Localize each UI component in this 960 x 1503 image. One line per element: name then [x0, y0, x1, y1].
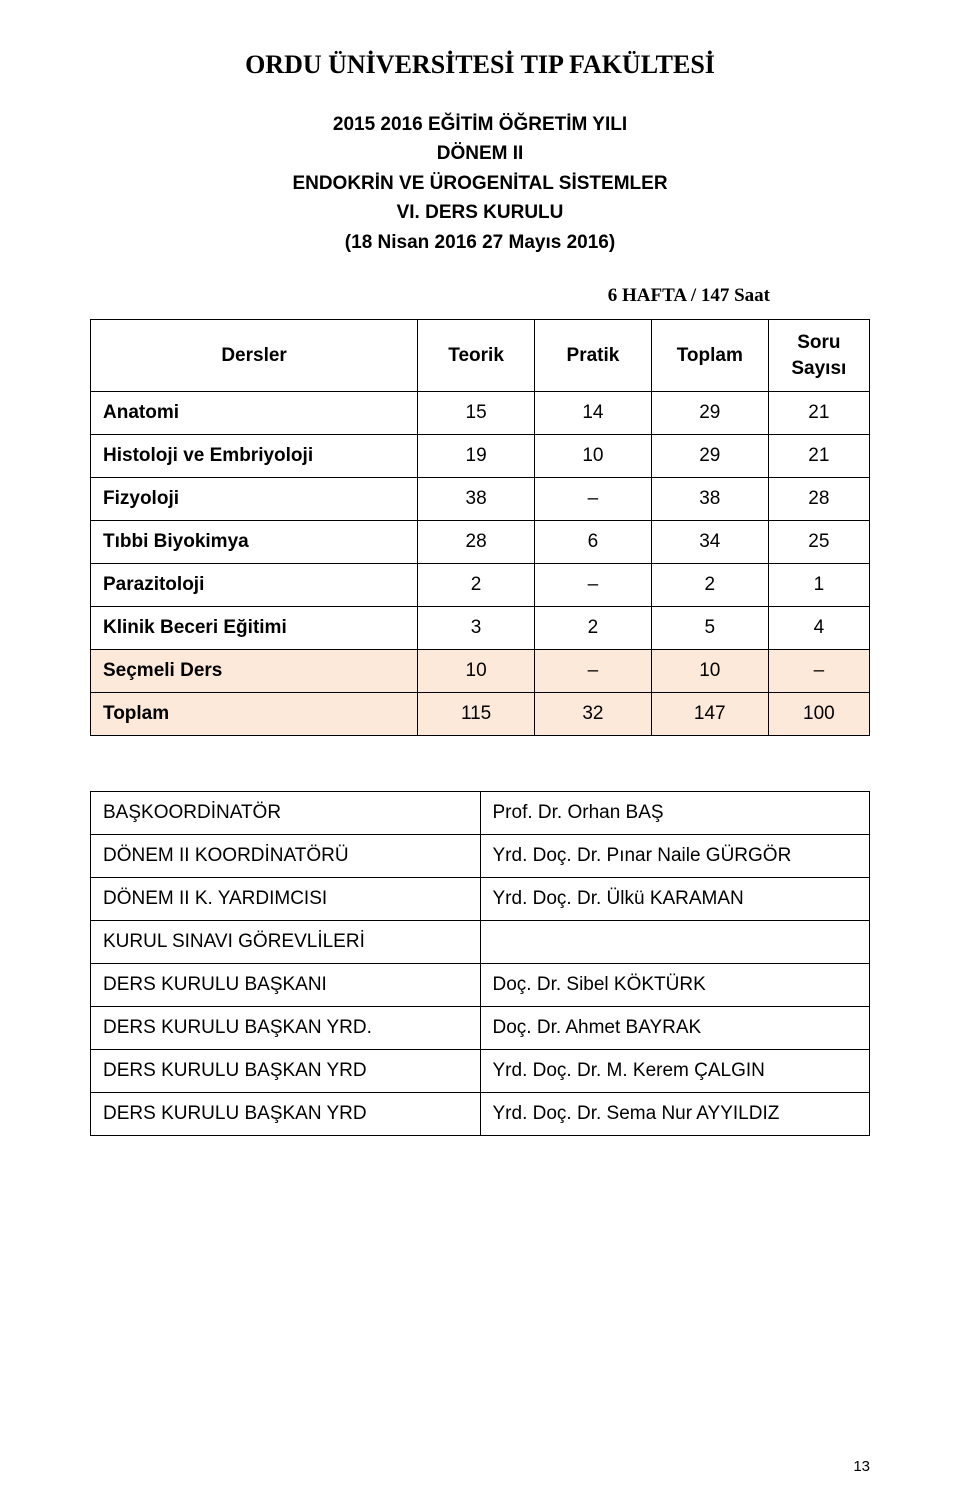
row-label: Tıbbi Biyokimya [91, 521, 418, 564]
col-header-dersler: Dersler [91, 320, 418, 392]
role-label: BAŞKOORDİNATÖR [91, 792, 481, 835]
page-title: ORDU ÜNİVERSİTESİ TIP FAKÜLTESİ [90, 50, 870, 80]
row-label: Seçmeli Ders [91, 650, 418, 693]
page-number: 13 [853, 1458, 870, 1475]
role-name: Yrd. Doç. Dr. M. Kerem ÇALGIN [480, 1050, 870, 1093]
row-teorik: 19 [418, 435, 535, 478]
row-soru: 21 [768, 392, 869, 435]
role-name [480, 921, 870, 964]
courses-table: Dersler Teorik Pratik Toplam Soru Sayısı… [90, 319, 870, 736]
subtitle-line: ENDOKRİN VE ÜROGENİTAL SİSTEMLER [90, 169, 870, 198]
courses-tbody: Anatomi15142921Histoloji ve Embriyoloji1… [91, 392, 870, 736]
table-row: Toplam11532147100 [91, 693, 870, 736]
row-toplam: 29 [651, 392, 768, 435]
table-row: Parazitoloji2–21 [91, 564, 870, 607]
page: ORDU ÜNİVERSİTESİ TIP FAKÜLTESİ 2015 201… [0, 0, 960, 1503]
col-header-pratik: Pratik [535, 320, 652, 392]
roles-table: BAŞKOORDİNATÖRProf. Dr. Orhan BAŞDÖNEM I… [90, 791, 870, 1136]
row-label: Toplam [91, 693, 418, 736]
subtitle-line: 2015 2016 EĞİTİM ÖĞRETİM YILI [90, 110, 870, 139]
row-soru: – [768, 650, 869, 693]
subtitle-line: (18 Nisan 2016 27 Mayıs 2016) [90, 228, 870, 257]
row-pratik: – [535, 478, 652, 521]
row-pratik: 10 [535, 435, 652, 478]
roles-row: DERS KURULU BAŞKAN YRDYrd. Doç. Dr. M. K… [91, 1050, 870, 1093]
role-name: Yrd. Doç. Dr. Sema Nur AYYILDIZ [480, 1093, 870, 1136]
role-name: Yrd. Doç. Dr. Ülkü KARAMAN [480, 878, 870, 921]
row-label: Klinik Beceri Eğitimi [91, 607, 418, 650]
row-label: Histoloji ve Embriyoloji [91, 435, 418, 478]
table-row: Klinik Beceri Eğitimi3254 [91, 607, 870, 650]
col-header-toplam: Toplam [651, 320, 768, 392]
row-soru: 100 [768, 693, 869, 736]
col-header-soru-l2: Sayısı [781, 356, 857, 382]
row-toplam: 10 [651, 650, 768, 693]
row-teorik: 10 [418, 650, 535, 693]
row-soru: 21 [768, 435, 869, 478]
row-toplam: 147 [651, 693, 768, 736]
row-pratik: 14 [535, 392, 652, 435]
table-header-row: Dersler Teorik Pratik Toplam Soru Sayısı [91, 320, 870, 392]
row-soru: 28 [768, 478, 869, 521]
roles-row: BAŞKOORDİNATÖRProf. Dr. Orhan BAŞ [91, 792, 870, 835]
role-name: Prof. Dr. Orhan BAŞ [480, 792, 870, 835]
role-label: KURUL SINAVI GÖREVLİLERİ [91, 921, 481, 964]
roles-row: KURUL SINAVI GÖREVLİLERİ [91, 921, 870, 964]
row-soru: 4 [768, 607, 869, 650]
row-pratik: – [535, 564, 652, 607]
roles-tbody: BAŞKOORDİNATÖRProf. Dr. Orhan BAŞDÖNEM I… [91, 792, 870, 1136]
table-row: Anatomi15142921 [91, 392, 870, 435]
col-header-soru: Soru Sayısı [768, 320, 869, 392]
row-teorik: 115 [418, 693, 535, 736]
roles-row: DÖNEM II K. YARDIMCISIYrd. Doç. Dr. Ülkü… [91, 878, 870, 921]
row-pratik: 32 [535, 693, 652, 736]
role-label: DERS KURULU BAŞKAN YRD [91, 1050, 481, 1093]
row-pratik: – [535, 650, 652, 693]
role-label: DÖNEM II K. YARDIMCISI [91, 878, 481, 921]
row-label: Fizyoloji [91, 478, 418, 521]
row-toplam: 38 [651, 478, 768, 521]
subtitle-line: DÖNEM II [90, 139, 870, 168]
row-toplam: 5 [651, 607, 768, 650]
row-teorik: 3 [418, 607, 535, 650]
row-label: Anatomi [91, 392, 418, 435]
role-label: DERS KURULU BAŞKANI [91, 964, 481, 1007]
col-header-soru-l1: Soru [781, 330, 857, 356]
row-toplam: 29 [651, 435, 768, 478]
week-line: 6 HAFTA / 147 Saat [90, 285, 870, 307]
roles-row: DERS KURULU BAŞKAN YRD.Doç. Dr. Ahmet BA… [91, 1007, 870, 1050]
subtitle-block: 2015 2016 EĞİTİM ÖĞRETİM YILI DÖNEM II E… [90, 110, 870, 257]
roles-row: DERS KURULU BAŞKAN YRDYrd. Doç. Dr. Sema… [91, 1093, 870, 1136]
col-header-teorik: Teorik [418, 320, 535, 392]
roles-row: DERS KURULU BAŞKANIDoç. Dr. Sibel KÖKTÜR… [91, 964, 870, 1007]
row-teorik: 38 [418, 478, 535, 521]
table-row: Fizyoloji38–3828 [91, 478, 870, 521]
row-toplam: 2 [651, 564, 768, 607]
row-teorik: 2 [418, 564, 535, 607]
row-soru: 1 [768, 564, 869, 607]
row-soru: 25 [768, 521, 869, 564]
role-label: DÖNEM II KOORDİNATÖRÜ [91, 835, 481, 878]
roles-row: DÖNEM II KOORDİNATÖRÜYrd. Doç. Dr. Pınar… [91, 835, 870, 878]
subtitle-line: VI. DERS KURULU [90, 198, 870, 227]
row-label: Parazitoloji [91, 564, 418, 607]
row-pratik: 2 [535, 607, 652, 650]
table-row: Histoloji ve Embriyoloji19102921 [91, 435, 870, 478]
table-row: Tıbbi Biyokimya2863425 [91, 521, 870, 564]
row-teorik: 15 [418, 392, 535, 435]
role-name: Yrd. Doç. Dr. Pınar Naile GÜRGÖR [480, 835, 870, 878]
row-teorik: 28 [418, 521, 535, 564]
role-name: Doç. Dr. Ahmet BAYRAK [480, 1007, 870, 1050]
row-pratik: 6 [535, 521, 652, 564]
row-toplam: 34 [651, 521, 768, 564]
role-label: DERS KURULU BAŞKAN YRD. [91, 1007, 481, 1050]
role-name: Doç. Dr. Sibel KÖKTÜRK [480, 964, 870, 1007]
role-label: DERS KURULU BAŞKAN YRD [91, 1093, 481, 1136]
table-row: Seçmeli Ders10–10– [91, 650, 870, 693]
